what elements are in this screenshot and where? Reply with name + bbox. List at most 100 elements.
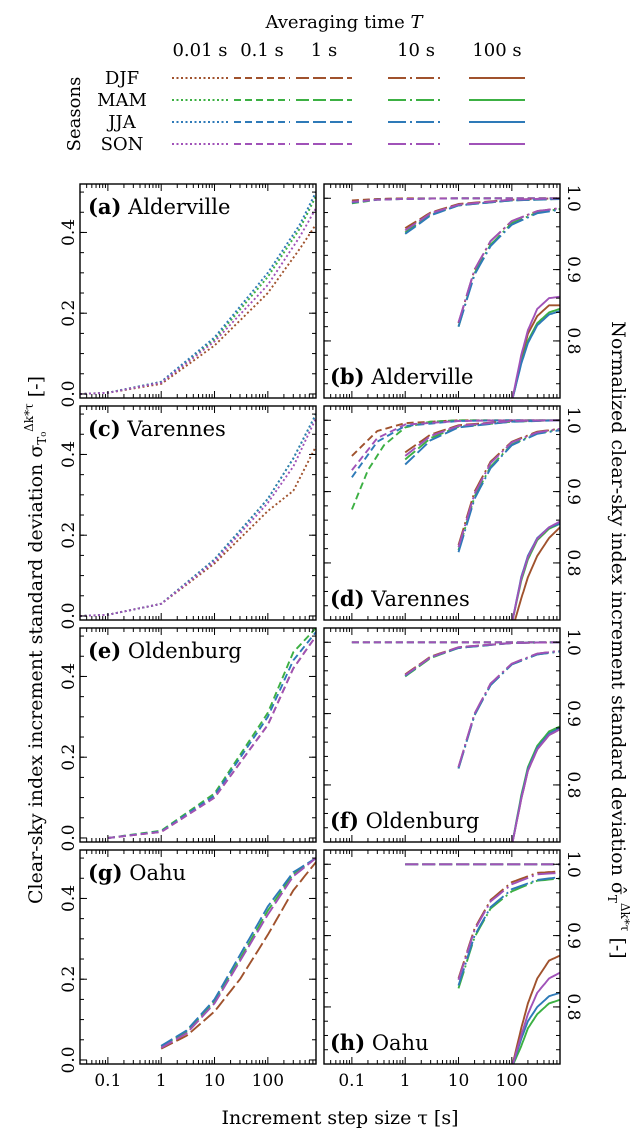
x-axis-title: Increment step size τ [s] [222,1107,459,1129]
series-group [80,413,316,617]
series-son-100-s [511,520,560,620]
series-group [351,419,560,620]
series-son-0-01-s [80,207,316,395]
series-son-1-s [404,197,560,232]
y-axis-title-right: Normalized clear-sky index increment sta… [605,321,631,958]
legend-season-djf: DJF [105,68,139,89]
panel-label-letter: (h) [330,1030,365,1055]
y-tick-label: 0.9 [563,922,583,949]
series-son-1-s [404,419,560,457]
series-mam-10-s [457,877,560,989]
y-tick-label: 0.0 [59,824,79,851]
panel-h: 0.1 1 10 100 0.8 0.9 1.0 (h) Oahu [323,849,583,1091]
series-son-10-s [457,871,560,981]
panel-label-name: Varennes [365,587,470,611]
series-son-100-s [511,295,560,398]
series-son-100-s [511,971,560,1064]
x-tick-label: 10 [448,1071,470,1091]
legend-season-mam: MAM [97,90,147,111]
series-son-100-s [511,728,560,842]
series-djf-100-s [514,526,560,620]
series-jja-10-s [457,429,560,553]
series-mam-100-s [511,307,560,398]
series-group [80,191,316,395]
legend-avg-time-10-s: 10 s [397,40,435,61]
series-djf-10-s [457,649,560,768]
panel-label-name: Oldenburg [359,809,479,833]
series-jja-1-s [160,857,316,1047]
series-jja-0-01-s [80,191,316,395]
series-jja-0-01-s [80,413,316,617]
y-tick-label: 1.0 [563,629,583,656]
y-axis-title-left: Clear-sky index increment standard devia… [22,376,49,904]
y-tick-label: 0.0 [59,380,79,407]
x-tick-label: 1 [156,1071,167,1091]
series-jja-100-s [511,991,560,1064]
legend-title: Averaging time T [264,12,424,33]
panel-e: 0.0 0.2 0.4 (e) Oldenburg [59,627,317,851]
panel-f: 0.8 0.9 1.0 (f) Oldenburg [323,627,583,843]
series-djf-0-01-s [80,445,316,617]
series-son-0-01-s [80,417,316,617]
y-tick-label: 0.2 [59,966,79,993]
series-mam-0-01-s [80,195,316,395]
y-tick-label: 0.4 [59,663,79,690]
series-djf-0-01-s [80,223,316,395]
legend-season-son: SON [101,134,144,155]
series-mam-0-01-s [80,413,316,617]
y-tick-label: 0.2 [59,300,79,327]
series-mam-1-s [160,857,316,1048]
panels: 0.0 0.2 0.4 (a) Alderville 0.8 0.9 1.0 (b) Alde… [59,183,583,1091]
x-tick-label: 0.1 [94,1071,121,1091]
series-son-1-s [404,641,560,676]
y-tick-label: 0.4 [59,441,79,468]
y-tick-label: 0.4 [59,219,79,246]
series-jja-10-s [457,208,560,327]
x-tick-label: 100 [252,1071,284,1091]
series-son-0-1-s [351,197,560,203]
panel-label-name: Varennes [121,417,226,441]
series-mam-100-s [511,725,560,842]
panel-label: (e) Oldenburg [88,638,242,663]
series-group [160,857,316,1050]
panel-label: (b) Alderville [330,364,473,389]
panel-b: 0.8 0.9 1.0 (b) Alderville [323,183,583,399]
y-tick-label: 0.8 [563,993,583,1020]
y-tick-label: 0.8 [563,549,583,576]
y-tick-label: 0.2 [59,522,79,549]
series-djf-0-1-s [107,635,316,839]
legend-averaging-times: 0.01 s 0.1 s 1 s 10 s 100 s [172,40,521,61]
series-mam-1-s [404,419,560,461]
y-tick-label: 0.0 [59,602,79,629]
series-jja-10-s [457,650,560,769]
series-mam-100-s [512,998,560,1064]
series-group [405,863,560,1064]
y-tick-label: 0.8 [563,771,583,798]
series-group [351,641,560,842]
series-son-10-s [457,649,560,768]
legend-avg-time-0-1-s: 0.1 s [240,40,284,61]
y-tick-label: 0.9 [563,700,583,727]
y-tick-label: 0.9 [563,256,583,283]
series-jja-100-s [511,310,560,398]
panel-label-letter: (f) [330,808,359,833]
series-jja-10-s [457,876,560,986]
series-group [107,628,316,839]
panel-label: (h) Oahu [330,1030,429,1055]
panel-label: (c) Varennes [88,416,226,441]
x-tick-label: 100 [496,1071,528,1091]
y-tick-label: 0.8 [563,327,583,354]
x-tick-label: 0.1 [338,1071,365,1091]
panel-label: (f) Oldenburg [330,808,479,833]
panel-label: (d) Varennes [330,586,470,611]
y-tick-label: 1.0 [563,407,583,434]
legend-seasons-label: Seasons [64,77,85,152]
series-son-10-s [457,427,560,548]
x-tick-label: 10 [204,1071,226,1091]
series-djf-100-s [511,304,560,398]
series-jja-1-s [404,419,560,466]
y-tick-label: 0.2 [59,744,79,771]
panel-g: 0.1 1 10 100 0.0 0.2 0.4 (g) Oahu [59,849,317,1091]
panel-label-letter: (e) [88,638,121,663]
panel-label-letter: (g) [88,860,123,885]
